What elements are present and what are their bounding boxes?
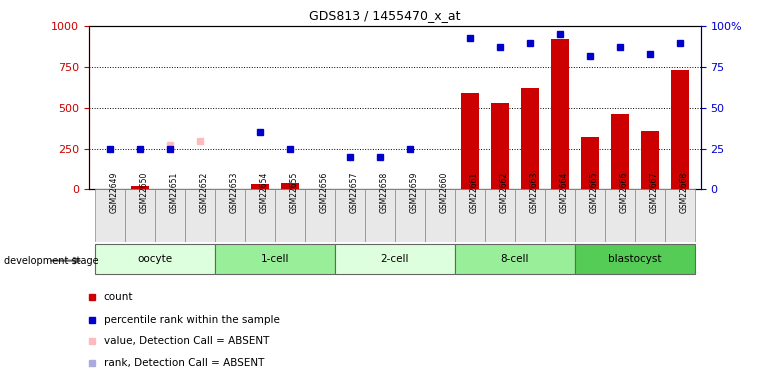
- FancyBboxPatch shape: [125, 189, 155, 242]
- FancyBboxPatch shape: [335, 244, 454, 274]
- FancyBboxPatch shape: [604, 189, 634, 242]
- FancyBboxPatch shape: [95, 244, 215, 274]
- Text: GDS813 / 1455470_x_at: GDS813 / 1455470_x_at: [310, 9, 460, 22]
- Bar: [131, 186, 149, 189]
- Text: GSM22664: GSM22664: [560, 171, 569, 213]
- Text: GSM22650: GSM22650: [139, 171, 149, 213]
- FancyBboxPatch shape: [484, 189, 514, 242]
- Bar: [611, 114, 628, 189]
- Text: GSM22654: GSM22654: [259, 171, 269, 213]
- Text: GSM22652: GSM22652: [199, 171, 209, 213]
- Text: GSM22667: GSM22667: [650, 171, 658, 213]
- Text: GSM22662: GSM22662: [500, 171, 509, 213]
- Text: GSM22651: GSM22651: [169, 171, 179, 213]
- FancyBboxPatch shape: [395, 189, 424, 242]
- Text: GSM22660: GSM22660: [440, 171, 449, 213]
- FancyBboxPatch shape: [365, 189, 395, 242]
- Text: GSM22658: GSM22658: [380, 171, 389, 213]
- Text: blastocyst: blastocyst: [608, 254, 661, 264]
- FancyBboxPatch shape: [305, 189, 335, 242]
- Text: GSM22655: GSM22655: [290, 171, 299, 213]
- Bar: [460, 93, 479, 189]
- Text: GSM22668: GSM22668: [680, 171, 688, 213]
- Bar: [490, 103, 509, 189]
- Text: GSM22649: GSM22649: [109, 171, 119, 213]
- Bar: [641, 130, 658, 189]
- Bar: [250, 184, 269, 189]
- Text: GSM22656: GSM22656: [320, 171, 329, 213]
- FancyBboxPatch shape: [454, 189, 484, 242]
- FancyBboxPatch shape: [185, 189, 215, 242]
- Bar: [521, 88, 539, 189]
- FancyBboxPatch shape: [155, 189, 185, 242]
- FancyBboxPatch shape: [574, 189, 604, 242]
- Text: value, Detection Call = ABSENT: value, Detection Call = ABSENT: [104, 336, 270, 346]
- FancyBboxPatch shape: [665, 189, 695, 242]
- Text: GSM22653: GSM22653: [229, 171, 239, 213]
- Text: GSM22663: GSM22663: [530, 171, 539, 213]
- Bar: [581, 137, 599, 189]
- FancyBboxPatch shape: [95, 189, 125, 242]
- FancyBboxPatch shape: [215, 189, 245, 242]
- FancyBboxPatch shape: [424, 189, 454, 242]
- Text: rank, Detection Call = ABSENT: rank, Detection Call = ABSENT: [104, 358, 264, 368]
- FancyBboxPatch shape: [454, 244, 574, 274]
- Text: GSM22666: GSM22666: [620, 171, 628, 213]
- Text: GSM22661: GSM22661: [470, 171, 479, 213]
- FancyBboxPatch shape: [634, 189, 665, 242]
- Bar: [551, 39, 569, 189]
- Text: GSM22659: GSM22659: [410, 171, 419, 213]
- Text: oocyte: oocyte: [137, 254, 172, 264]
- Text: 8-cell: 8-cell: [500, 254, 529, 264]
- Text: GSM22665: GSM22665: [590, 171, 598, 213]
- Bar: [280, 183, 299, 189]
- Text: percentile rank within the sample: percentile rank within the sample: [104, 315, 280, 325]
- Text: 2-cell: 2-cell: [380, 254, 409, 264]
- Text: count: count: [104, 292, 133, 302]
- FancyBboxPatch shape: [215, 244, 335, 274]
- Bar: [671, 70, 688, 189]
- Text: development stage: development stage: [4, 256, 99, 266]
- FancyBboxPatch shape: [514, 189, 544, 242]
- FancyBboxPatch shape: [335, 189, 365, 242]
- FancyBboxPatch shape: [544, 189, 574, 242]
- FancyBboxPatch shape: [574, 244, 695, 274]
- FancyBboxPatch shape: [275, 189, 305, 242]
- Text: GSM22657: GSM22657: [350, 171, 359, 213]
- Text: 1-cell: 1-cell: [260, 254, 289, 264]
- FancyBboxPatch shape: [245, 189, 275, 242]
